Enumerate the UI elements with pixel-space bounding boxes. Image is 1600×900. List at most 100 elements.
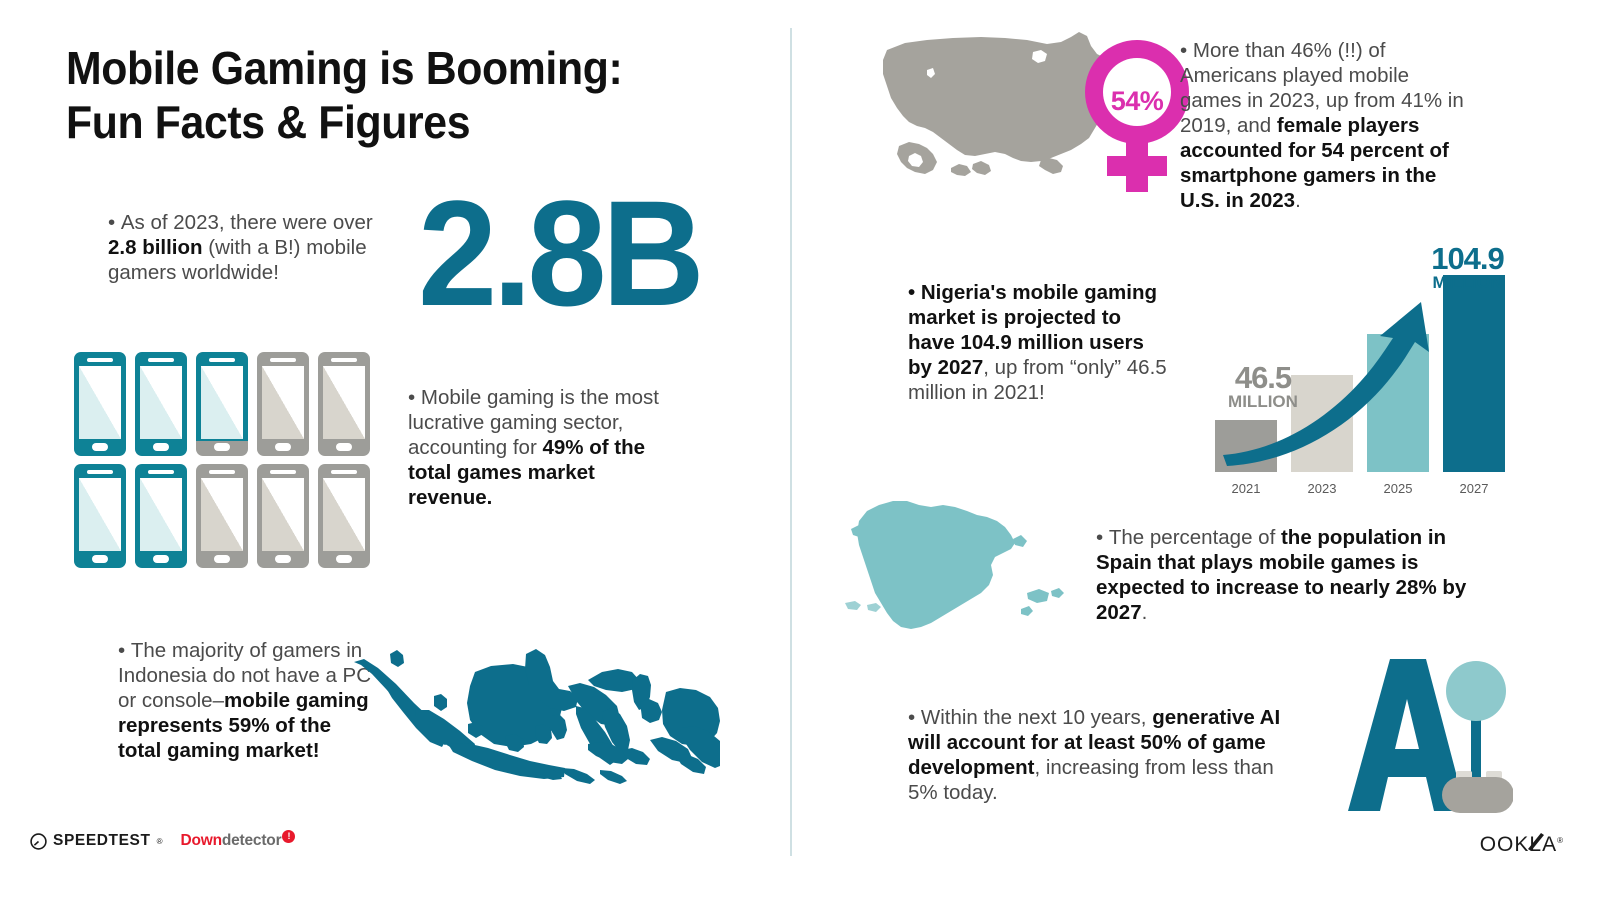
speedtest-trademark: ® xyxy=(156,836,163,846)
bullet-market-revenue: • Mobile gaming is the most lucrative ga… xyxy=(408,385,680,510)
bullet-us-prefix: More than 46% (!!) of Americans played m… xyxy=(1180,39,1464,137)
bar-label-46-5-value: 46.5 xyxy=(1234,360,1292,395)
phone-home-button-icon xyxy=(92,555,108,563)
phone-icon-empty xyxy=(196,464,248,568)
downdetector-down: Down xyxy=(180,832,222,849)
phone-speaker-icon xyxy=(209,470,235,474)
bullet-dot: • xyxy=(908,706,921,729)
bullet-dot: • xyxy=(908,281,921,304)
bullet-worldwide-strong: 2.8 billion xyxy=(108,236,203,259)
phone-home-button-icon xyxy=(336,555,352,563)
downdetector-logo[interactable]: Downdetector! xyxy=(180,830,296,850)
bullet-spain: • The percentage of the population in Sp… xyxy=(1096,525,1474,625)
bullet-indonesia-strong: mobile gaming represents 59% of the tota… xyxy=(118,689,369,762)
phone-speaker-icon xyxy=(87,470,113,474)
phone-screen xyxy=(79,366,121,439)
bar-label-104-9-million: 104.9 MILLION xyxy=(1415,243,1520,291)
phone-icon-filled xyxy=(135,464,187,568)
bullet-worldwide-prefix: As of 2023, there were over xyxy=(120,211,373,234)
footer-right-logo: OOKLA® xyxy=(1480,833,1564,857)
phone-grid-49-percent xyxy=(74,352,376,576)
phone-icon-filled xyxy=(135,352,187,456)
phone-screen xyxy=(323,366,365,439)
joystick-stick-icon xyxy=(1471,703,1481,777)
ai-joystick-graphic xyxy=(1348,659,1513,813)
bullet-us-suffix: . xyxy=(1295,189,1301,212)
phone-icon-filled xyxy=(74,352,126,456)
phone-screen xyxy=(140,478,182,551)
speedtest-gauge-icon xyxy=(30,832,47,850)
phone-home-button-icon xyxy=(275,555,291,563)
letter-a-icon xyxy=(1348,659,1466,811)
footer-left-logos: SPEEDTEST ® Downdetector! xyxy=(30,830,296,850)
phone-speaker-icon xyxy=(270,358,296,362)
bar-label-46-5-million: 46.5 MILLION xyxy=(1218,362,1308,410)
bullet-dot: • xyxy=(118,639,131,662)
phone-screen xyxy=(262,366,304,439)
column-divider xyxy=(790,28,792,856)
ookla-wordmark: OOKLA xyxy=(1479,833,1558,856)
phone-home-button-icon xyxy=(153,443,169,451)
bullet-us-mobile-gamers: • More than 46% (!!) of Americans played… xyxy=(1180,38,1472,213)
downdetector-alert-badge: ! xyxy=(282,830,296,843)
bar-tick-2021: 2021 xyxy=(1231,481,1261,496)
phone-icon-empty xyxy=(257,352,309,456)
phone-icon-empty xyxy=(318,352,370,456)
phone-home-button-icon xyxy=(92,443,108,451)
phone-speaker-icon xyxy=(209,358,235,362)
page-title-line-2: Fun Facts & Figures xyxy=(66,95,471,148)
bar-label-104-9-unit: MILLION xyxy=(1432,273,1503,292)
bullet-generative-ai: • Within the next 10 years, generative A… xyxy=(908,705,1298,805)
bullet-spain-suffix: . xyxy=(1141,601,1148,624)
joystick-ball-icon xyxy=(1446,661,1506,721)
bullet-dot: • xyxy=(408,386,421,409)
phone-screen xyxy=(262,478,304,551)
ookla-logo[interactable]: OOKLA® xyxy=(1480,833,1564,856)
bullet-spain-strong: the population in Spain that plays mobil… xyxy=(1096,526,1467,624)
phone-icon-partial xyxy=(196,352,248,456)
bullet-dot: • xyxy=(1180,39,1193,62)
speedtest-wordmark: SPEEDTEST xyxy=(53,832,151,849)
phone-screen xyxy=(323,478,365,551)
bar-label-46-5-unit: MILLION xyxy=(1228,392,1298,411)
bullet-spain-prefix: The percentage of xyxy=(1108,526,1281,549)
phone-icon-empty xyxy=(318,464,370,568)
speedtest-logo[interactable]: SPEEDTEST ® xyxy=(30,832,162,850)
growth-arrow-icon xyxy=(1223,302,1429,466)
phone-home-button-icon xyxy=(214,443,230,451)
phone-speaker-icon xyxy=(270,470,296,474)
big-stat-2-8b: 2.8B xyxy=(418,169,705,337)
bar-tick-2023: 2023 xyxy=(1307,481,1337,496)
bullet-ai-suffix: , increasing from less than 5% today. xyxy=(908,756,1274,804)
bullet-nigeria-strong: Nigeria's mobile gaming market is projec… xyxy=(908,281,1157,379)
bar-label-104-9-value: 104.9 xyxy=(1431,241,1505,276)
us-map-icon xyxy=(883,32,1123,176)
phone-screen xyxy=(201,366,243,439)
bullet-nigeria-suffix: , up from “only” 46.5 million in 2021! xyxy=(908,356,1167,404)
phone-home-button-icon xyxy=(275,443,291,451)
phone-home-button-icon xyxy=(153,555,169,563)
phone-speaker-icon xyxy=(87,358,113,362)
bullet-indonesia-prefix: The majority of gamers in Indonesia do n… xyxy=(118,639,372,712)
phone-screen xyxy=(201,478,243,551)
phone-home-button-icon xyxy=(214,555,230,563)
bullet-dot: • xyxy=(108,211,121,234)
female-symbol-badge: 54% xyxy=(1082,40,1192,192)
bar-tick-2025: 2025 xyxy=(1383,481,1413,496)
phone-screen xyxy=(79,478,121,551)
bar-2027: 2027 xyxy=(1443,275,1505,496)
page-title-line-1: Mobile Gaming is Booming: xyxy=(66,42,623,94)
phone-speaker-icon xyxy=(148,470,174,474)
female-symbol-icon xyxy=(1085,40,1189,192)
bullet-worldwide-gamers: • As of 2023, there were over 2.8 billio… xyxy=(108,210,380,285)
bullet-ai-prefix: Within the next 10 years, xyxy=(920,706,1153,729)
spain-map-icon xyxy=(845,501,1064,629)
bullet-us-strong: female players accounted for 54 percent … xyxy=(1180,114,1449,212)
joystick-base-icon xyxy=(1442,777,1513,813)
bullet-revenue-prefix: Mobile gaming is the most lucrative gami… xyxy=(408,386,660,459)
phone-speaker-icon xyxy=(331,358,357,362)
bullet-dot: • xyxy=(1096,526,1109,549)
bullet-worldwide-suffix: (with a B!) mobile gamers worldwide! xyxy=(108,236,367,284)
phone-home-button-icon xyxy=(336,443,352,451)
